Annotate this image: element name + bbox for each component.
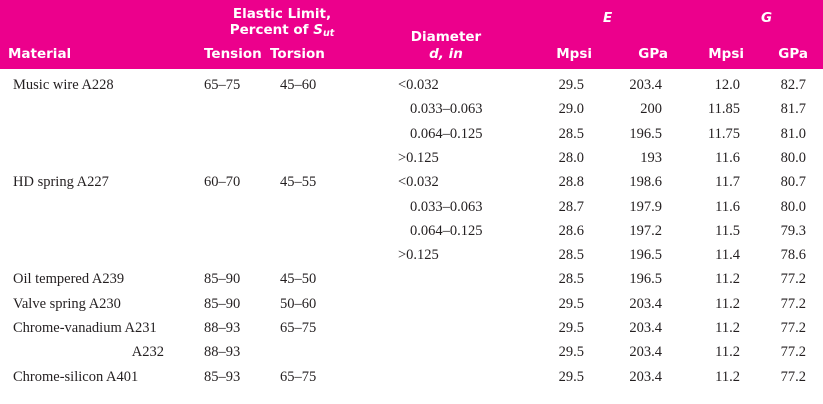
material-cell: A232 <box>131 344 164 361</box>
g-gpa-cell: 77.2 <box>780 295 806 312</box>
torsion-cell: 50–60 <box>280 295 317 312</box>
torsion-cell: 65–75 <box>280 320 317 336</box>
torsion-cell: 45–55 <box>280 174 317 191</box>
g-mpsi-cell: 12.0 <box>714 77 740 93</box>
material-heading: Material <box>8 46 72 62</box>
g-mpsi-cell: 11.4 <box>715 247 740 264</box>
e-gpa-cell: 197.2 <box>629 222 662 239</box>
e-gpa-cell: 200 <box>640 101 662 118</box>
material-cell: Chrome-vanadium A231 <box>13 320 157 336</box>
e-gpa-cell: 198.6 <box>629 174 662 191</box>
e-mpsi-cell: 28.5 <box>558 125 584 142</box>
g-mpsi-cell: 11.2 <box>715 320 740 336</box>
g-gpa-cell: 82.7 <box>780 77 806 93</box>
g-gpa-cell: 80.0 <box>780 149 806 166</box>
sut-subscript: ut <box>322 28 335 39</box>
table-header: Elastic Limit, Percent of Sut Tension To… <box>0 0 823 69</box>
g-mpsi-cell: 11.2 <box>715 271 740 288</box>
torsion-heading: Torsion <box>270 46 325 62</box>
e-mpsi-cell: 29.5 <box>558 295 584 312</box>
tension-cell: 85–90 <box>204 271 241 288</box>
e-gpa-cell: 193 <box>640 149 662 166</box>
diameter-cell: 0.064–0.125 <box>410 222 483 239</box>
g-mpsi-heading: Mpsi <box>708 46 744 62</box>
e-gpa-cell: 203.4 <box>629 77 662 93</box>
e-mpsi-heading: Mpsi <box>556 46 592 62</box>
diameter-cell: 0.064–0.125 <box>410 125 483 142</box>
elastic-limit-line2: Percent of Sut <box>218 22 346 42</box>
percent-of-label: Percent of <box>229 22 314 38</box>
e-gpa-cell: 197.9 <box>629 198 662 215</box>
e-gpa-heading: GPa <box>638 46 668 62</box>
e-gpa-cell: 203.4 <box>629 344 662 361</box>
diameter-cell: 0.033–0.063 <box>410 101 483 118</box>
g-gpa-cell: 80.7 <box>780 174 806 191</box>
e-mpsi-cell: 28.6 <box>558 222 584 239</box>
g-mpsi-cell: 11.85 <box>707 101 740 118</box>
e-mpsi-cell: 28.5 <box>558 271 584 288</box>
tension-cell: 85–93 <box>204 368 241 385</box>
diameter-cell: >0.125 <box>398 149 439 166</box>
e-mpsi-cell: 29.5 <box>558 77 584 93</box>
g-mpsi-cell: 11.2 <box>715 295 740 312</box>
e-mpsi-cell: 29.0 <box>558 101 584 118</box>
material-cell: Music wire A228 <box>13 77 114 93</box>
g-gpa-cell: 78.6 <box>780 247 806 264</box>
material-cell: HD spring A227 <box>13 174 109 191</box>
e-mpsi-cell: 28.7 <box>558 198 584 215</box>
tension-cell: 88–93 <box>204 320 241 336</box>
tension-heading: Tension <box>204 46 262 62</box>
g-gpa-cell: 80.0 <box>780 198 806 215</box>
e-mpsi-cell: 28.8 <box>558 174 584 191</box>
e-gpa-cell: 196.5 <box>629 125 662 142</box>
e-mpsi-cell: 29.5 <box>558 320 584 336</box>
g-modulus-heading: G <box>761 10 773 26</box>
g-mpsi-cell: 11.75 <box>707 125 740 142</box>
e-mpsi-cell: 28.5 <box>558 247 584 264</box>
g-mpsi-cell: 11.6 <box>715 149 740 166</box>
elastic-limit-heading: Elastic Limit, Percent of Sut <box>218 6 346 42</box>
e-mpsi-cell: 29.5 <box>558 344 584 361</box>
material-cell: Chrome-silicon A401 <box>13 368 139 385</box>
torsion-cell: 45–50 <box>280 271 317 288</box>
diameter-cell: >0.125 <box>398 247 439 264</box>
tension-cell: 65–75 <box>204 77 241 93</box>
g-gpa-cell: 81.7 <box>780 101 806 118</box>
e-gpa-cell: 203.4 <box>629 320 662 336</box>
e-mpsi-cell: 29.5 <box>558 368 584 385</box>
g-gpa-cell: 81.0 <box>780 125 806 142</box>
e-modulus-heading: E <box>603 10 613 26</box>
torsion-cell: 45–60 <box>280 77 317 93</box>
tension-cell: 88–93 <box>204 344 241 361</box>
g-gpa-cell: 77.2 <box>780 320 806 336</box>
e-mpsi-cell: 28.0 <box>558 149 584 166</box>
diameter-unit-heading: d, in <box>429 46 463 62</box>
g-gpa-heading: GPa <box>778 46 808 62</box>
diameter-cell: <0.032 <box>398 174 439 191</box>
material-cell: Valve spring A230 <box>13 295 121 312</box>
sut-symbol: S <box>313 22 323 38</box>
tension-cell: 60–70 <box>204 174 241 191</box>
g-gpa-cell: 77.2 <box>780 271 806 288</box>
e-gpa-cell: 203.4 <box>629 368 662 385</box>
diameter-heading: Diameter <box>410 29 482 45</box>
elastic-limit-line1: Elastic Limit, <box>232 6 332 22</box>
g-mpsi-cell: 11.5 <box>715 222 740 239</box>
g-mpsi-cell: 11.2 <box>715 344 740 361</box>
diameter-cell: <0.032 <box>398 77 439 93</box>
material-cell: Oil tempered A239 <box>13 271 125 288</box>
g-mpsi-cell: 11.7 <box>715 174 740 191</box>
tension-cell: 85–90 <box>204 295 241 312</box>
g-gpa-cell: 77.2 <box>780 344 806 361</box>
g-mpsi-cell: 11.2 <box>715 368 740 385</box>
g-gpa-cell: 77.2 <box>780 368 806 385</box>
diameter-cell: 0.033–0.063 <box>410 198 483 215</box>
e-gpa-cell: 203.4 <box>629 295 662 312</box>
e-gpa-cell: 196.5 <box>629 247 662 264</box>
g-gpa-cell: 79.3 <box>780 222 806 239</box>
e-gpa-cell: 196.5 <box>629 271 662 288</box>
torsion-cell: 65–75 <box>280 368 317 385</box>
g-mpsi-cell: 11.6 <box>715 198 740 215</box>
